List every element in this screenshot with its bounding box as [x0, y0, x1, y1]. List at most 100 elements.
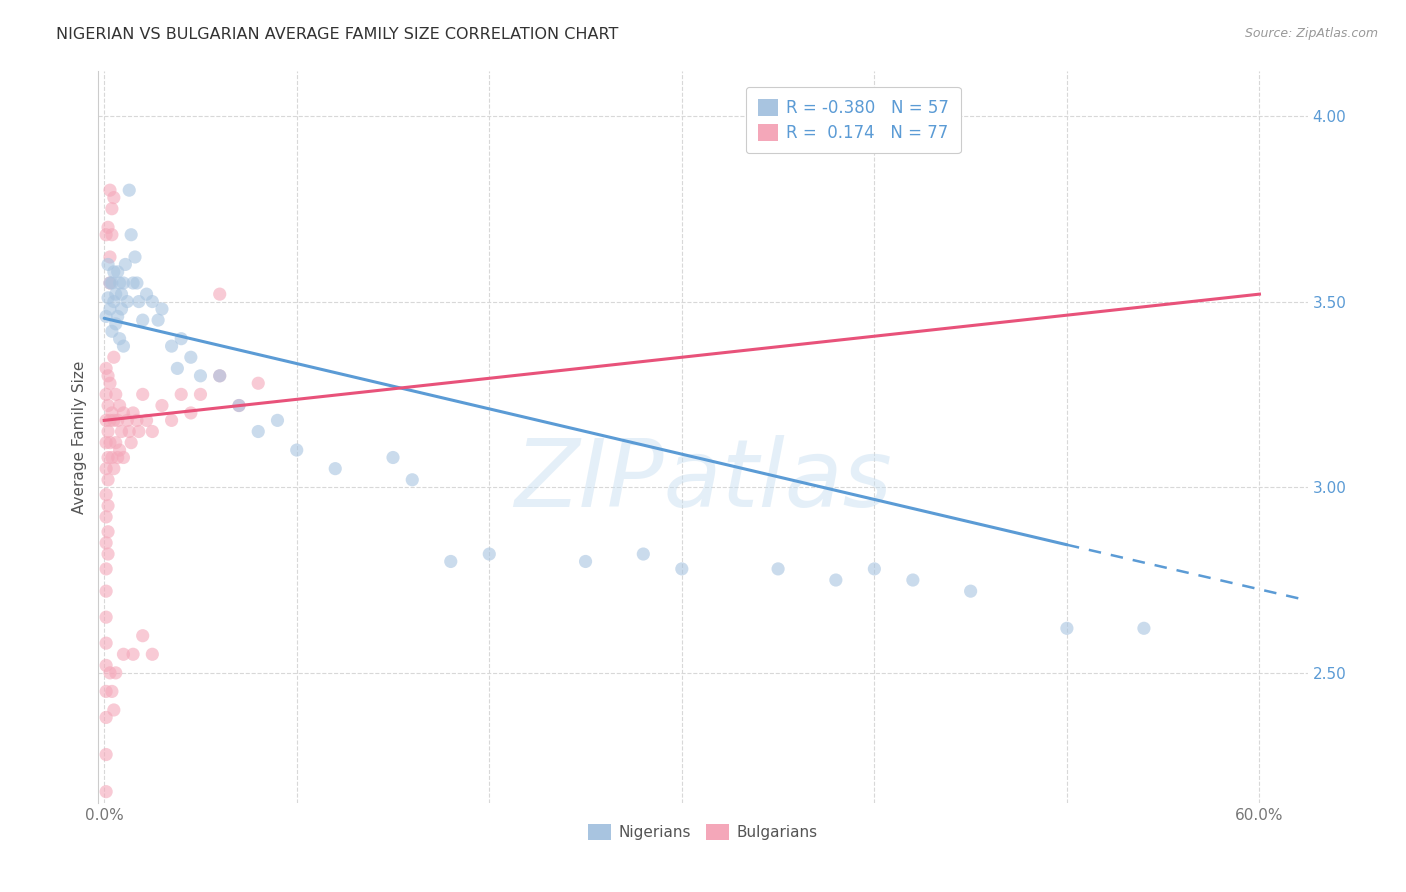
- Point: [128, 425, 150, 439]
- Point: [94, 562, 117, 576]
- Point: [101, 276, 124, 290]
- Point: [208, 368, 231, 383]
- Point: [97, 499, 120, 513]
- Point: [323, 461, 346, 475]
- Point: [120, 435, 142, 450]
- Point: [478, 547, 501, 561]
- Point: [440, 554, 463, 568]
- Point: [98, 276, 121, 290]
- Point: [98, 376, 121, 391]
- Point: [94, 227, 117, 242]
- Point: [110, 425, 132, 439]
- Point: [190, 368, 212, 383]
- Point: [94, 461, 117, 475]
- Point: [94, 536, 117, 550]
- Point: [160, 413, 183, 427]
- Point: [120, 227, 142, 242]
- Point: [97, 524, 120, 539]
- Point: [94, 361, 117, 376]
- Point: [266, 413, 288, 427]
- Point: [94, 710, 117, 724]
- Point: [103, 294, 125, 309]
- Point: [107, 265, 129, 279]
- Point: [1133, 621, 1156, 635]
- Point: [117, 413, 139, 427]
- Point: [131, 387, 153, 401]
- Point: [170, 332, 193, 346]
- Point: [97, 291, 120, 305]
- Point: [94, 413, 117, 427]
- Point: [901, 573, 924, 587]
- Point: [208, 368, 231, 383]
- Point: [97, 368, 120, 383]
- Point: [94, 785, 117, 799]
- Point: [1056, 621, 1078, 635]
- Point: [103, 413, 125, 427]
- Point: [94, 636, 117, 650]
- Point: [118, 183, 141, 197]
- Point: [633, 547, 655, 561]
- Point: [97, 473, 120, 487]
- Point: [125, 413, 148, 427]
- Text: ZIPatlas: ZIPatlas: [515, 435, 891, 526]
- Point: [94, 658, 117, 673]
- Point: [110, 301, 132, 316]
- Point: [122, 276, 145, 290]
- Point: [101, 406, 124, 420]
- Point: [94, 310, 117, 324]
- Point: [103, 703, 125, 717]
- Point: [180, 351, 202, 365]
- Point: [671, 562, 693, 576]
- Point: [101, 684, 124, 698]
- Point: [108, 399, 131, 413]
- Point: [107, 413, 129, 427]
- Point: [285, 443, 308, 458]
- Point: [824, 573, 846, 587]
- Point: [401, 473, 423, 487]
- Point: [103, 265, 125, 279]
- Point: [112, 276, 135, 290]
- Point: [103, 461, 125, 475]
- Point: [141, 294, 163, 309]
- Point: [94, 435, 117, 450]
- Point: [574, 554, 596, 568]
- Point: [94, 509, 117, 524]
- Point: [180, 406, 202, 420]
- Point: [101, 324, 124, 338]
- Point: [103, 191, 125, 205]
- Point: [98, 276, 121, 290]
- Point: [382, 450, 405, 465]
- Point: [108, 276, 131, 290]
- Point: [112, 450, 135, 465]
- Point: [112, 339, 135, 353]
- Point: [112, 648, 135, 662]
- Point: [112, 406, 135, 420]
- Point: [107, 310, 129, 324]
- Legend: Nigerians, Bulgarians: Nigerians, Bulgarians: [582, 818, 824, 847]
- Point: [108, 332, 131, 346]
- Point: [208, 287, 231, 301]
- Point: [107, 450, 129, 465]
- Text: Source: ZipAtlas.com: Source: ZipAtlas.com: [1244, 27, 1378, 40]
- Point: [160, 339, 183, 353]
- Point: [97, 399, 120, 413]
- Point: [101, 202, 124, 216]
- Point: [103, 351, 125, 365]
- Point: [94, 822, 117, 836]
- Point: [98, 413, 121, 427]
- Point: [122, 406, 145, 420]
- Point: [104, 665, 127, 680]
- Y-axis label: Average Family Size: Average Family Size: [72, 360, 87, 514]
- Point: [104, 387, 127, 401]
- Point: [97, 220, 120, 235]
- Point: [247, 376, 270, 391]
- Point: [97, 257, 120, 271]
- Point: [128, 294, 150, 309]
- Point: [97, 425, 120, 439]
- Text: NIGERIAN VS BULGARIAN AVERAGE FAMILY SIZE CORRELATION CHART: NIGERIAN VS BULGARIAN AVERAGE FAMILY SIZ…: [56, 27, 619, 42]
- Point: [959, 584, 981, 599]
- Point: [94, 610, 117, 624]
- Point: [114, 257, 136, 271]
- Point: [94, 387, 117, 401]
- Point: [118, 425, 141, 439]
